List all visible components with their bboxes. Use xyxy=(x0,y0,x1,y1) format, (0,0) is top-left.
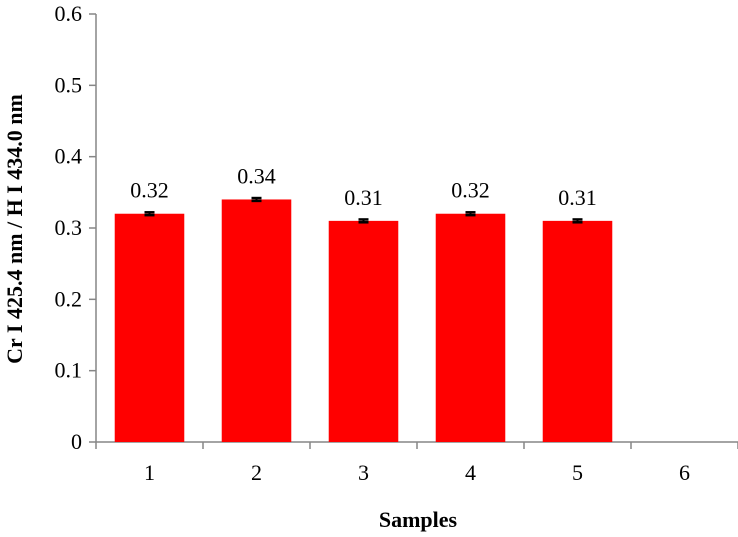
error-bar xyxy=(358,218,369,224)
error-bar xyxy=(572,218,583,224)
data-label: 0.34 xyxy=(237,163,276,188)
y-tick-label: 0.5 xyxy=(55,72,83,97)
error-bar xyxy=(465,211,476,217)
y-tick-label: 0.3 xyxy=(55,215,83,240)
x-axis: 1 2 3 4 5 6 xyxy=(95,441,738,485)
y-axis: 0 0.1 0.2 0.3 0.4 0.5 0.6 xyxy=(55,1,97,454)
bars xyxy=(114,196,613,442)
x-tick-label: 6 xyxy=(679,460,690,485)
bar xyxy=(328,220,399,442)
bar xyxy=(435,213,506,442)
bar xyxy=(221,199,292,442)
x-tick-label: 5 xyxy=(572,460,583,485)
y-tick-label: 0.4 xyxy=(55,144,83,169)
y-tick-label: 0.6 xyxy=(55,1,83,26)
data-labels: 0.32 0.34 0.31 0.32 0.31 xyxy=(130,163,597,209)
data-label: 0.31 xyxy=(344,185,383,210)
x-tick-label: 4 xyxy=(465,460,476,485)
data-label: 0.32 xyxy=(130,178,169,203)
x-tick-label: 2 xyxy=(251,460,262,485)
x-tick-label: 3 xyxy=(358,460,369,485)
data-label: 0.31 xyxy=(558,185,597,210)
y-tick-label: 0.1 xyxy=(55,358,83,383)
bar xyxy=(114,213,185,442)
error-bar xyxy=(251,196,262,203)
y-tick-label: 0.2 xyxy=(55,286,83,311)
x-tick-label: 1 xyxy=(144,460,155,485)
x-axis-title: Samples xyxy=(379,507,458,532)
data-label: 0.32 xyxy=(451,178,490,203)
error-bar xyxy=(144,211,155,217)
y-axis-title: Cr I 425.4 nm / H I 434.0 nm xyxy=(2,94,27,364)
bar xyxy=(542,220,613,442)
y-tick-label: 0 xyxy=(71,429,82,454)
